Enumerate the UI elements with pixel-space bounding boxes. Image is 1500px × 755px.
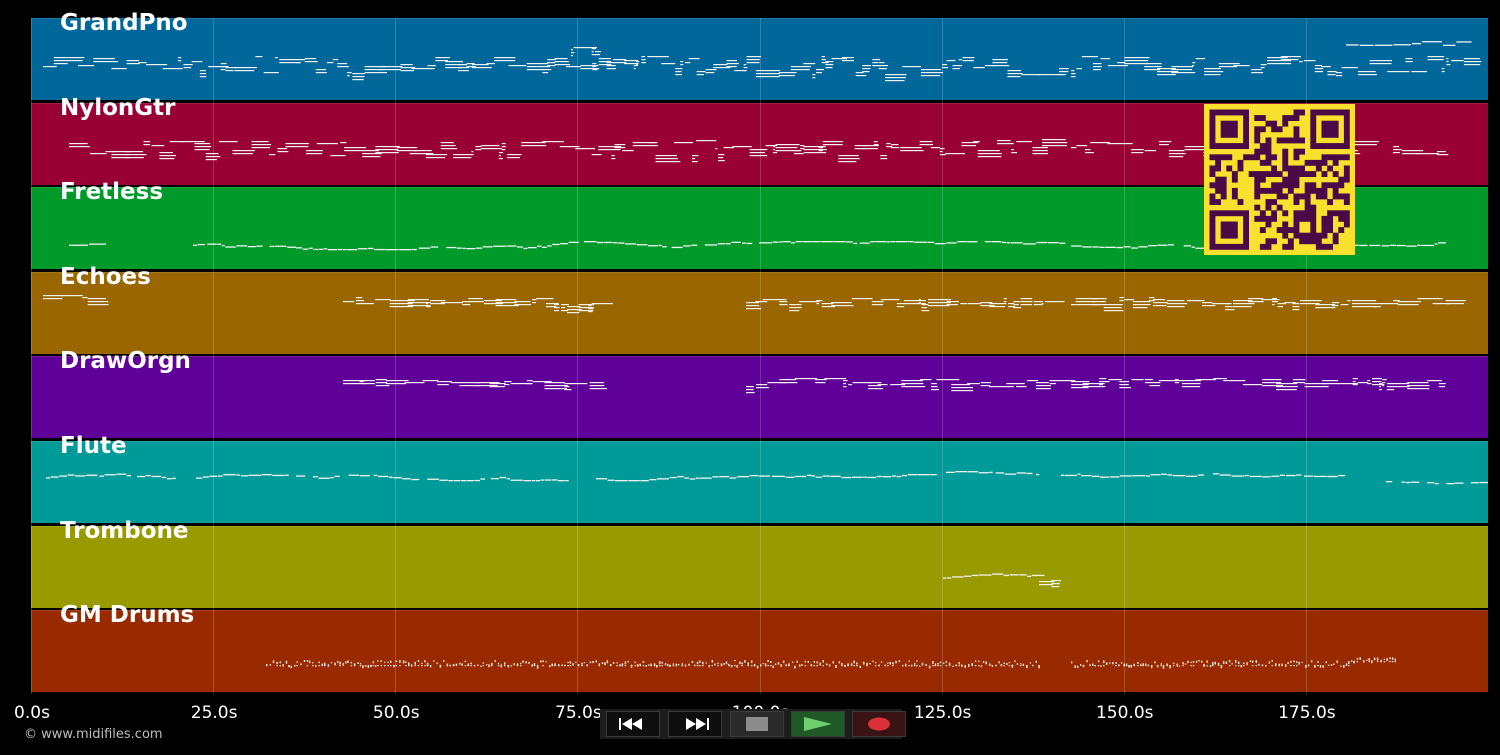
rewind-icon (619, 718, 642, 730)
track-4[interactable]: Echoes (31, 264, 1488, 354)
play-icon (804, 717, 832, 731)
time-tick-label: 0.0s (14, 703, 50, 723)
track-6[interactable]: Flute (31, 433, 1488, 523)
gridline (577, 18, 579, 694)
track-notes (343, 378, 1446, 394)
stop-button[interactable] (730, 711, 784, 737)
track-label: NylonGtr (60, 94, 176, 121)
gridline (1305, 18, 1307, 694)
track-notes (266, 657, 1396, 669)
track-notes (46, 471, 1488, 485)
record-button[interactable] (852, 711, 906, 737)
gridline (213, 18, 215, 694)
play-button[interactable] (791, 711, 845, 737)
gridline (31, 18, 32, 694)
track-notes (43, 41, 1482, 82)
time-tick-label: 50.0s (372, 703, 420, 723)
stop-icon (746, 717, 768, 731)
time-tick-label: 175.0s (1278, 703, 1336, 723)
track-label: Flute (60, 433, 127, 459)
transport-bar (600, 709, 906, 739)
track-7[interactable]: Trombone (31, 518, 1488, 608)
qr-code (1204, 104, 1355, 255)
track-label: Trombone (60, 517, 189, 544)
rewind-button[interactable] (606, 711, 660, 737)
track-8[interactable]: GM Drums (31, 602, 1488, 693)
track-notes (43, 294, 1466, 313)
record-icon (868, 717, 890, 731)
time-tick-label: 125.0s (913, 703, 972, 723)
track-label: DrawOrgn (60, 348, 191, 375)
gridline (1123, 18, 1125, 694)
fast-forward-button[interactable] (668, 711, 722, 737)
time-tick-label: 25.0s (190, 703, 238, 723)
copyright-text: © www.midifiles.com (24, 727, 163, 742)
track-label: Echoes (60, 263, 151, 290)
track-1[interactable]: GrandPno (31, 10, 1488, 100)
time-tick-label: 150.0s (1095, 703, 1154, 723)
track-notes (943, 572, 1061, 587)
fast-forward-icon (686, 718, 709, 730)
gridline (395, 18, 397, 694)
gridline (759, 18, 761, 694)
time-tick-label: 75.0s (555, 703, 602, 723)
track-label: GrandPno (60, 10, 188, 36)
track-5[interactable]: DrawOrgn (31, 348, 1488, 439)
track-label: GM Drums (60, 602, 195, 629)
track-label: Fretless (60, 179, 164, 206)
gridline (941, 18, 943, 694)
